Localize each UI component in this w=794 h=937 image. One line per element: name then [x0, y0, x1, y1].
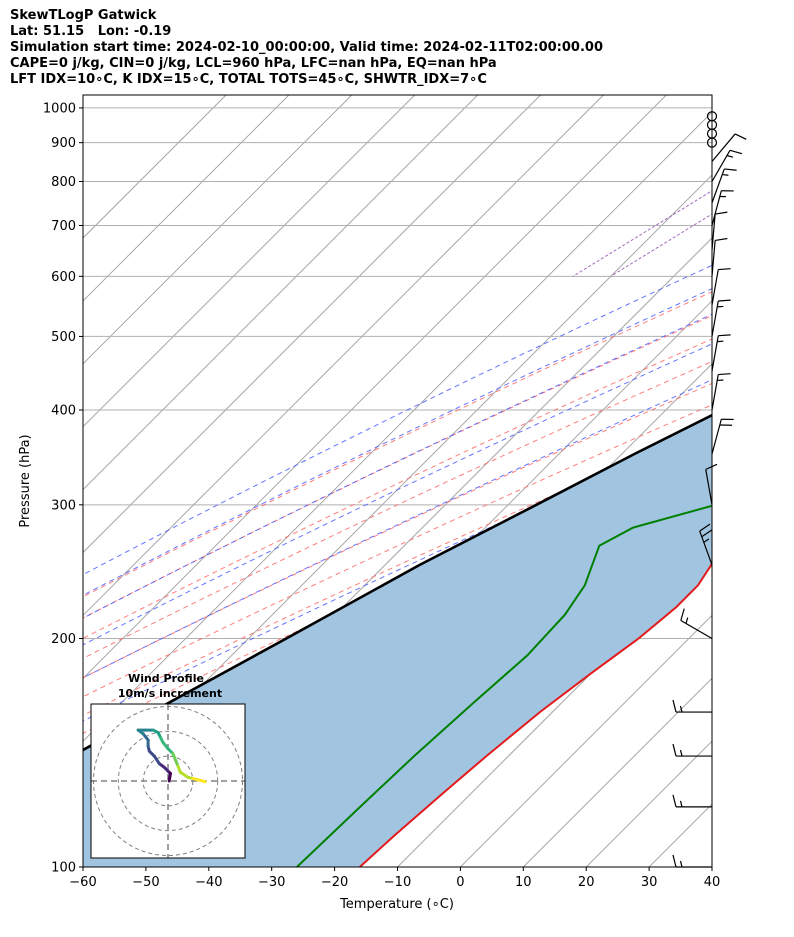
wind-barb-feather: [718, 334, 731, 337]
moist-adiabat: [83, 313, 712, 619]
wind-barb-feather: [715, 237, 728, 242]
temperature-profile: [359, 561, 712, 867]
mixing-ratio-lines: [572, 190, 712, 277]
x-tick-label: −40: [195, 875, 222, 890]
x-tick-label: −50: [132, 875, 159, 890]
hodograph-ring: [117, 730, 219, 832]
wind-barb-half-feather: [679, 800, 683, 808]
isotherm-line: [711, 866, 712, 867]
isotherm-line: [83, 95, 541, 554]
wind-barb-half-feather: [679, 860, 683, 868]
x-tick-label: −30: [258, 875, 285, 890]
x-tick-label: −20: [321, 875, 348, 890]
x-tick-label: −10: [384, 875, 411, 890]
wind-barb-staff: [711, 269, 719, 306]
isotherm-line: [775, 95, 794, 867]
hodograph-title-line-2: 10m/s increment: [118, 687, 222, 700]
wind-barb-feather: [718, 373, 731, 376]
wind-barb-feather: [715, 211, 728, 215]
wind-barb-feather: [734, 133, 747, 140]
x-tick-label: 40: [704, 875, 721, 890]
isotherm-line: [83, 95, 604, 617]
y-tick-label: 900: [51, 136, 76, 151]
time-line: Simulation start time: 2024-02-10_00:00:…: [10, 40, 603, 55]
wind-barb-feather: [699, 523, 711, 532]
hodograph-title-line-1: Wind Profile: [128, 672, 204, 685]
isotherm-line: [397, 551, 712, 867]
y-tick-label: 200: [51, 632, 76, 647]
wind-barb-feather: [718, 299, 731, 302]
isotherm-line: [460, 614, 712, 867]
isotherm-line: [83, 95, 353, 365]
wind-barb-feather: [680, 608, 685, 621]
indices-line-2: LFT IDX=10∘C, K IDX=15∘C, TOTAL TOTS=45∘…: [10, 72, 487, 87]
hodograph-frame: [90, 703, 246, 859]
y-tick-label: 400: [51, 403, 76, 418]
y-tick-label: 100: [51, 861, 76, 876]
wind-barb-staff: [711, 214, 716, 250]
x-tick-label: 20: [578, 875, 595, 890]
indices-line-1: CAPE=0 j/kg, CIN=0 j/kg, LCL=960 hPa, LF…: [10, 56, 497, 71]
wind-barb-feather: [672, 743, 677, 757]
wind-barb-half-feather: [679, 705, 683, 713]
wind-barb-feather: [672, 854, 677, 868]
y-tick-label: 300: [51, 498, 76, 513]
x-tick-label: 10: [515, 875, 532, 890]
wind-barb-feather: [672, 794, 677, 808]
x-tick-label: −60: [69, 875, 96, 890]
mixing-ratio-line: [572, 190, 712, 277]
chart-header: SkewTLogP Gatwick Lat: 51.15 Lon: -0.19 …: [10, 8, 603, 88]
wind-barb-half-feather: [726, 154, 734, 158]
isotherm-line: [83, 95, 227, 239]
isotherm-line: [83, 95, 667, 680]
hodograph-segment: [196, 778, 207, 784]
title-line: SkewTLogP Gatwick: [10, 8, 157, 23]
wind-barb-feather: [718, 268, 731, 271]
wind-barb-feather: [701, 529, 713, 538]
location-line: Lat: 51.15 Lon: -0.19: [10, 24, 172, 39]
moist-adiabat: [83, 424, 712, 722]
wind-barb-staff: [711, 133, 736, 162]
hodograph-trace: [136, 728, 207, 784]
isotherm-line: [83, 95, 478, 491]
isotherm-line: [83, 95, 290, 302]
dry-adiabat: [83, 291, 712, 598]
wind-barb-staff: [699, 530, 713, 566]
x-axis-ticks: −60 −50 −40 −30 −20 −10 0 10 20 30 40: [69, 867, 720, 890]
wind-barb-staff: [711, 240, 716, 277]
parcel-profile: [83, 413, 712, 752]
wind-barb-half-feather: [679, 749, 683, 757]
isotherm-line: [83, 95, 416, 428]
x-axis-label: Temperature (∘C): [339, 897, 454, 912]
hodograph-rings: [91, 704, 245, 858]
wind-barb-half-feather: [685, 617, 689, 624]
x-tick-label: 0: [456, 875, 464, 890]
isotherm-line: [522, 677, 712, 867]
wind-barb-feather: [705, 463, 718, 470]
dry-adiabat: [83, 425, 712, 716]
dry-adiabat: [83, 404, 712, 698]
x-tick-label: 30: [641, 875, 658, 890]
hodograph-inset: Wind Profile 10m/s increment: [90, 672, 246, 859]
wind-barb-feather: [672, 699, 677, 713]
wind-barb-feather: [724, 168, 737, 171]
wind-barb-feather: [729, 149, 743, 155]
y-axis-ticks: 1000 900 800 700 600 500 400 300 200 100: [43, 101, 83, 876]
y-axis-label: Pressure (hPa): [18, 434, 33, 527]
y-tick-label: 500: [51, 330, 76, 345]
dewpoint-profile: [296, 504, 712, 867]
y-tick-label: 600: [51, 270, 76, 285]
wind-barb-staff: [705, 469, 713, 505]
isotherm-line: [83, 111, 712, 742]
wind-barb-half-feather: [722, 173, 729, 176]
wind-barb-half-feather: [703, 538, 710, 543]
y-tick-label: 800: [51, 175, 76, 190]
y-tick-label: 1000: [43, 101, 76, 116]
y-tick-label: 700: [51, 219, 76, 234]
